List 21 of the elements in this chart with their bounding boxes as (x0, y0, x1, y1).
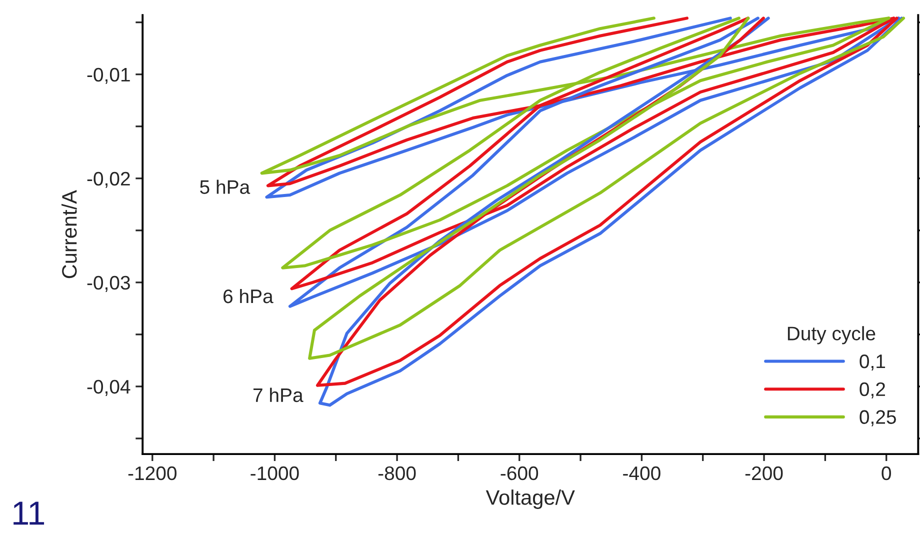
text: 11 (14, 502, 44, 525)
x-tick-label: 0 (882, 466, 891, 480)
y-tick-label: -0,02 (87, 172, 130, 188)
annotation: 6 hPa (224, 288, 274, 304)
y-tick-label: -0,03 (87, 276, 130, 292)
annotation: 5 hPa (200, 180, 250, 194)
x-tick-label: -1000 (250, 466, 299, 480)
y-axis-title: Current/A (62, 190, 77, 278)
x-axis-title: Voltage/V (486, 490, 575, 509)
y-tick-label: -0,04 (87, 380, 130, 396)
y-tick-label: -0,01 (87, 68, 130, 84)
x-tick-label: -200 (745, 466, 783, 480)
annotation: 7 hPa (253, 388, 304, 402)
legend-title: Duty cycle (788, 326, 876, 344)
x-tick-label: -1200 (128, 466, 176, 480)
x-tick-label: -400 (623, 466, 660, 480)
legend-label: 0,2 (860, 382, 885, 398)
legend-label: 0,25 (860, 410, 896, 426)
x-tick-label: -600 (500, 466, 538, 480)
x-tick-label: -800 (378, 466, 416, 480)
legend-label: 0,1 (860, 354, 886, 371)
